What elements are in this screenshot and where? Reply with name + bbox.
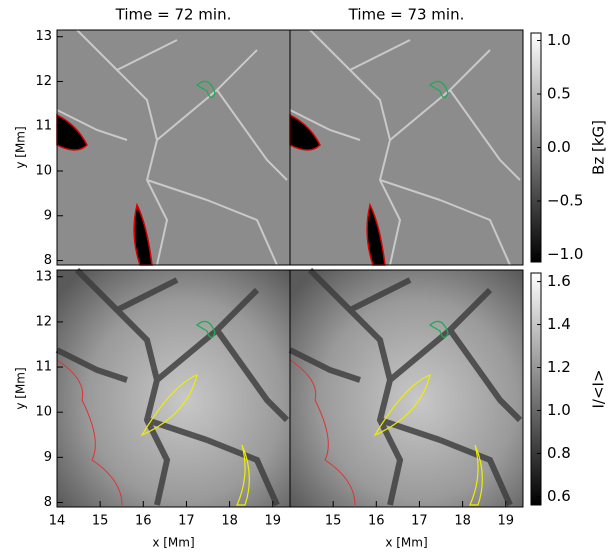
colorbar-tick-label: −0.5	[547, 192, 583, 210]
x-tick-label: 17	[411, 514, 428, 529]
x-tick-label: 16	[135, 514, 152, 529]
contour	[140, 374, 250, 506]
y-tick-label: 8	[44, 495, 52, 510]
y-tick-label: 11	[35, 360, 52, 375]
y-tick-label: 9	[44, 450, 52, 465]
contour	[195, 320, 216, 339]
colorbar-tick-label: 0.6	[547, 487, 571, 505]
image-panel	[55, 267, 290, 507]
y-tick-label: 13	[35, 29, 52, 44]
colorbar-tick-label: −1.0	[547, 245, 583, 263]
image	[57, 270, 290, 507]
y-tick-label: 12	[35, 74, 52, 89]
image	[290, 270, 523, 507]
colorbar-tick-label: 1.0	[547, 401, 571, 419]
colorbar-tick-label: 1.6	[547, 272, 571, 290]
image-panel	[288, 267, 523, 507]
contour	[373, 374, 483, 506]
y-tick-label: 10	[35, 405, 52, 420]
y-tick-label: 8	[44, 253, 52, 268]
panel-title: Time = 73 min.	[348, 6, 465, 24]
colorbar-label: I/<I>	[590, 369, 608, 408]
colorbar-tick-label: 1.4	[547, 315, 571, 333]
lanes	[289, 29, 521, 266]
contour	[428, 320, 449, 339]
y-tick-label: 13	[35, 269, 52, 284]
image	[290, 30, 523, 265]
y-tick-label: 11	[35, 119, 52, 134]
x-tick-label: 16	[368, 514, 385, 529]
frame	[289, 29, 524, 266]
x-tick-label: 18	[454, 514, 471, 529]
image	[57, 30, 290, 265]
contour	[289, 359, 356, 506]
lanes	[56, 29, 288, 266]
contour	[195, 80, 216, 99]
y-tick-label: 10	[35, 164, 52, 179]
colorbar-label: Bz [kG]	[590, 120, 608, 175]
x-tick-label: 19	[264, 514, 281, 529]
x-axis-label: x [Mm]	[385, 536, 427, 550]
frame	[289, 269, 524, 508]
y-axis-label: y [Mm]	[14, 367, 28, 409]
colorbar-tick-label: 1.0	[547, 31, 571, 49]
colorbar-tick-label: 1.2	[547, 358, 571, 376]
x-tick-label: 19	[497, 514, 514, 529]
colorbar-tick-label: 0.0	[547, 138, 571, 156]
x-tick-label: 15	[325, 514, 342, 529]
image-panel	[56, 29, 290, 266]
lanes	[55, 267, 290, 507]
x-tick-label: 14	[49, 514, 66, 529]
image-panel	[289, 29, 523, 266]
lanes	[288, 267, 523, 507]
x-axis-label: x [Mm]	[152, 536, 194, 550]
x-tick-label: 17	[178, 514, 195, 529]
colorbar	[530, 272, 542, 506]
colorbar-tick-label: 0.5	[547, 84, 571, 102]
y-tick-label: 12	[35, 314, 52, 329]
contour	[428, 80, 449, 99]
y-axis-label: y [Mm]	[14, 126, 28, 168]
x-tick-label: 18	[221, 514, 238, 529]
colorbar-tick-label: 0.8	[547, 444, 571, 462]
contour	[56, 359, 123, 506]
x-tick-label: 15	[92, 514, 109, 529]
y-tick-label: 9	[44, 208, 52, 223]
panel-title: Time = 72 min.	[115, 6, 232, 24]
